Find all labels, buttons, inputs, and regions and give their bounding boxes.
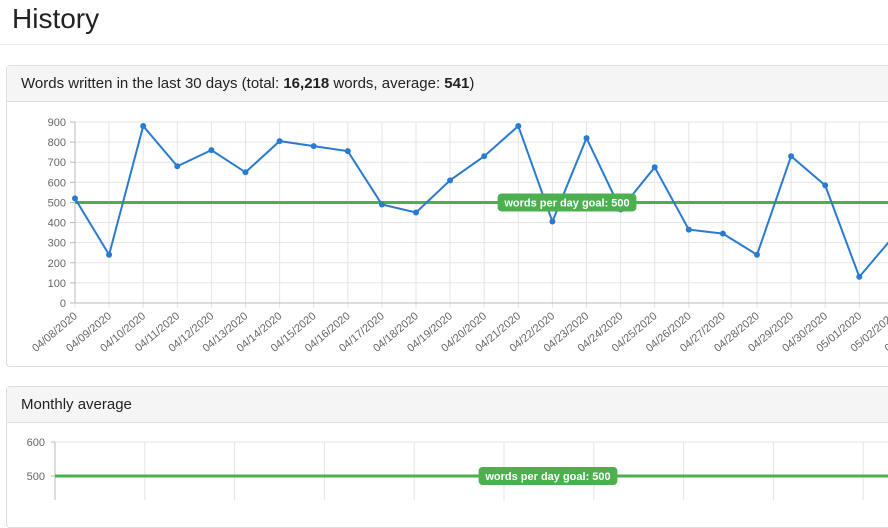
page-title: History [12,3,100,34]
data-point [788,153,795,160]
data-point [447,177,454,184]
y-tick-label: 500 [27,471,45,483]
daily-words-panel: Words written in the last 30 days (total… [6,65,888,367]
data-point [276,138,283,145]
data-point [583,135,590,142]
data-point [310,143,317,150]
charts-canvas: 010020030040050060070080090004/08/202004… [27,117,888,500]
daily-words-panel-title: Words written in the last 30 days (total… [7,66,888,102]
data-point [140,123,147,130]
data-point [174,163,181,170]
y-tick-label: 500 [48,197,66,209]
data-point [378,201,385,208]
y-tick-label: 700 [48,157,66,169]
y-tick-label: 300 [48,238,66,250]
data-point [344,148,351,155]
monthly-average-panel-title: Monthly average [7,387,888,423]
data-point [685,226,692,233]
y-tick-label: 0 [60,298,66,310]
title-text: ) [469,75,475,92]
data-point [549,218,556,225]
y-tick-label: 900 [48,117,66,129]
data-point [651,164,658,171]
data-point [106,251,113,258]
goal-label: words per day goal: 500 [484,471,610,483]
y-tick-label: 800 [48,137,66,149]
y-tick-label: 400 [48,218,66,230]
data-point [822,182,829,189]
goal-label-badge [478,467,618,485]
data-point [754,251,760,258]
goal-label: words per day goal: 500 [503,197,629,209]
data-point [719,230,726,237]
goal-label-badge [497,193,637,212]
data-point [242,169,249,176]
y-tick-label: 600 [48,177,66,189]
data-point [856,273,863,280]
y-tick-label: 200 [48,258,66,270]
y-tick-label: 600 [27,437,45,449]
title-text: Words written in the last 30 days (total… [21,75,284,92]
average-words: 541 [444,75,470,92]
divider [0,44,888,45]
data-point [208,147,215,154]
data-point [515,123,522,130]
data-point [413,209,419,216]
y-tick-label: 100 [48,278,66,290]
title-text: words, average: [329,75,445,92]
data-point [481,153,488,160]
total-words: 16,218 [283,75,330,92]
data-point [72,195,78,202]
